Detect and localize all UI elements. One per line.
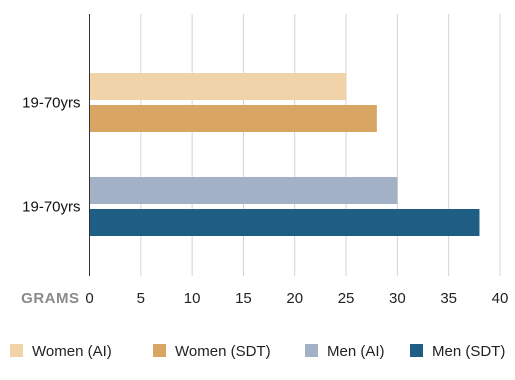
x-tick-labels: 0 5 10 15 20 25 30 35 40	[85, 290, 508, 307]
bar-men-sdt	[89, 209, 480, 236]
x-tick-label: 0	[85, 290, 93, 307]
x-axis-unit-label: GRAMS	[21, 290, 79, 307]
x-tick-label: 25	[338, 290, 355, 307]
legend-swatch	[305, 344, 318, 357]
legend-label: Women (AI)	[32, 343, 112, 360]
x-tick-label: 10	[184, 290, 201, 307]
legend-label: Men (AI)	[327, 343, 385, 360]
bar-women-sdt	[89, 105, 377, 132]
legend-label: Men (SDT)	[432, 343, 505, 360]
x-tick-label: 15	[235, 290, 252, 307]
legend-swatch	[10, 344, 23, 357]
category-label: 19-70yrs	[22, 95, 80, 112]
x-tick-label: 35	[440, 290, 457, 307]
x-tick-label: 30	[389, 290, 406, 307]
x-tick-label: 20	[286, 290, 303, 307]
legend-swatch	[153, 344, 166, 357]
legend: Women (AI) Women (SDT) Men (AI) Men (SDT)	[10, 343, 505, 360]
bar-women-ai	[89, 73, 347, 100]
gridlines	[140, 14, 501, 276]
x-tick-label: 5	[137, 290, 145, 307]
bars	[89, 73, 480, 236]
legend-label: Women (SDT)	[175, 343, 271, 360]
category-label: 19-70yrs	[22, 199, 80, 216]
category-labels: 19-70yrs 19-70yrs	[22, 95, 80, 216]
legend-swatch	[410, 344, 423, 357]
bar-men-ai	[89, 177, 398, 204]
x-tick-label: 40	[492, 290, 509, 307]
